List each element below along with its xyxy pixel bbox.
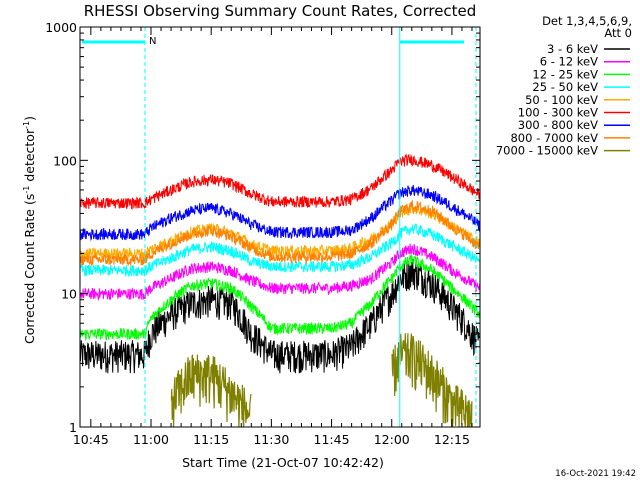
legend-label-3: 12 - 25 keV — [532, 67, 598, 81]
legend-label-5: 50 - 100 keV — [525, 93, 598, 107]
y-tick-label-2: 10 — [61, 287, 77, 302]
series-line-7 — [79, 184, 481, 242]
y-axis-label: Corrected Count Rate (s-1 detector-1) — [22, 116, 37, 344]
series-line-3 — [79, 253, 481, 342]
series-line-4 — [79, 223, 481, 278]
legend-label-4: 25 - 50 keV — [532, 80, 598, 94]
y-tick-label-4: 1000 — [45, 20, 77, 35]
x-tick-label-7: 12:15 — [434, 432, 470, 447]
flag-n-label: N — [149, 36, 156, 47]
plot-frame — [79, 26, 481, 428]
legend-label-2: 6 - 12 keV — [540, 55, 598, 69]
x-tick-label-4: 11:30 — [253, 432, 289, 447]
y-axis-label-sup-1: -1 — [22, 186, 31, 194]
y-axis-label-sup-2: -1 — [22, 121, 31, 129]
x-tick-label-3: 11:15 — [193, 432, 229, 447]
x-tick-label-6: 12:00 — [374, 432, 410, 447]
series-line-8 — [79, 200, 481, 266]
y-tick-label-1: 1 — [69, 420, 77, 435]
y-tick-label-3: 100 — [53, 153, 77, 168]
x-tick-label-5: 11:45 — [314, 432, 350, 447]
legend-header-line-1: Det 1,3,4,5,6,9, — [542, 14, 632, 28]
footer-stamp: 16-Oct-2021 19:42 — [555, 469, 636, 479]
x-tick-label-2: 11:00 — [133, 432, 169, 447]
x-axis-label: Start Time (21-Oct-07 10:42:42) — [182, 455, 384, 470]
series-line-9 — [170, 333, 473, 428]
legend-label-7: 300 - 800 keV — [518, 118, 598, 132]
y-axis-label-mid: detector — [22, 128, 37, 186]
series-line-2 — [79, 243, 481, 301]
legend-label-8: 800 - 7000 keV — [510, 131, 598, 145]
chart-title: RHESSI Observing Summary Count Rates, Co… — [84, 2, 477, 20]
legend-label-1: 3 - 6 keV — [547, 42, 598, 56]
x-tick-label-1: 10:45 — [73, 432, 109, 447]
legend-header-line-2: Att 0 — [604, 26, 632, 40]
legend-label-6: 100 - 300 keV — [518, 106, 598, 120]
series-line-1 — [79, 259, 481, 374]
plot-area: N 1 10 100 1000 10:45 11:00 11:15 11:30 11:45 12:0… — [45, 20, 481, 447]
series-line-6 — [79, 153, 481, 210]
y-axis-label-end: ) — [22, 116, 37, 121]
y-axis-label-main: Corrected Count Rate (s — [22, 194, 37, 344]
legend-label-9: 7000 - 15000 keV — [496, 144, 598, 158]
